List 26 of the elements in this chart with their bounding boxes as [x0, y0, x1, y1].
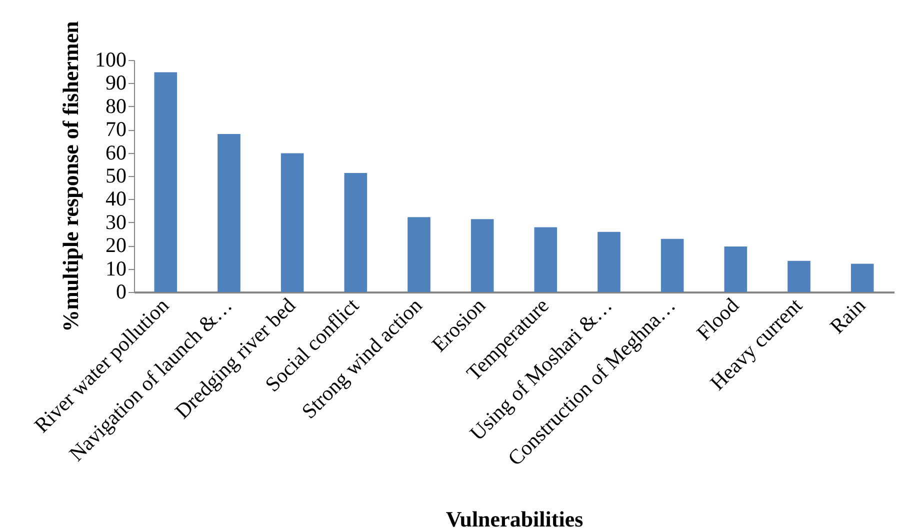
y-tick-label: 70 [106, 117, 126, 142]
y-tick-label: 20 [106, 233, 126, 258]
bar [660, 238, 684, 292]
bar [218, 134, 240, 292]
bar [850, 264, 874, 292]
bar [154, 72, 178, 292]
y-tick-label: 90 [106, 70, 126, 95]
bar [788, 260, 810, 292]
bar [724, 246, 748, 292]
bar [534, 227, 558, 292]
x-axis-title: Vulnerabilities [446, 506, 584, 530]
bar [280, 153, 304, 292]
y-tick-label: 80 [106, 94, 126, 118]
bar [408, 217, 430, 292]
y-tick-label: 50 [106, 164, 126, 188]
y-tick-label: 40 [106, 186, 126, 211]
y-tick-label: 0 [116, 280, 126, 304]
y-axis-title: %multiple response of fishermen [58, 21, 83, 332]
bar [470, 219, 494, 292]
bar [598, 232, 620, 292]
x-tick-label: Rain [825, 292, 870, 338]
y-tick-label: 60 [106, 140, 126, 164]
y-tick-label: 100 [95, 48, 126, 72]
bar [344, 172, 368, 292]
y-tick-label: 30 [106, 210, 126, 234]
y-tick-label: 10 [106, 256, 126, 280]
